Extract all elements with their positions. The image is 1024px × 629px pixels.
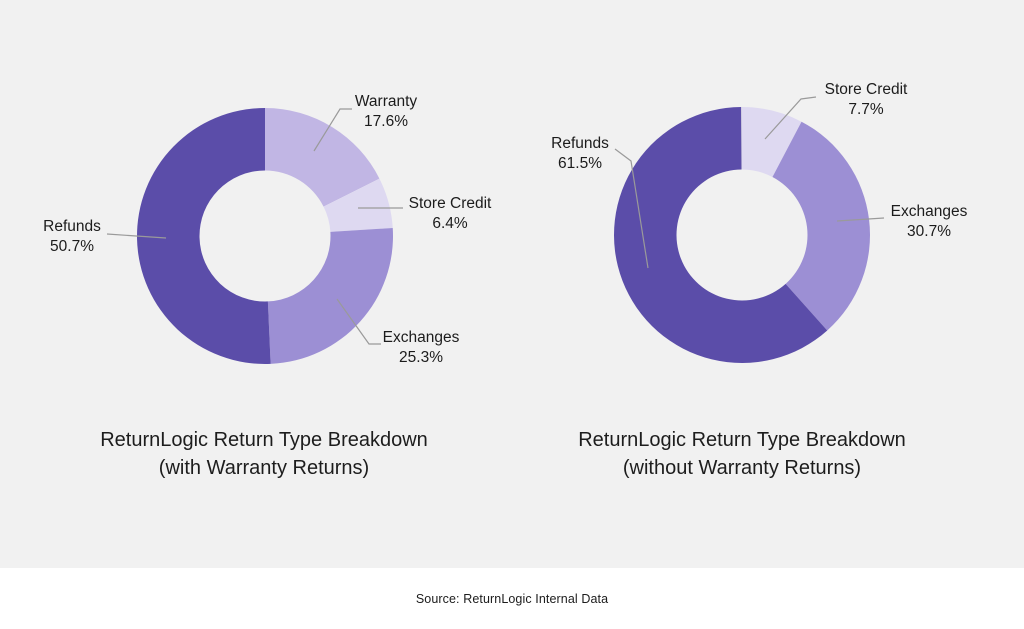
slice-label-pct: 25.3% [399,349,443,366]
slice-label-name: Refunds [43,218,101,235]
slice-label-exchanges-left: Exchanges 25.3% [383,328,460,368]
slice-label-name: Refunds [551,135,609,152]
slice-label-name: Store Credit [408,195,492,212]
donut-segment-store-credit [742,107,802,178]
slice-label-pct: 61.5% [558,155,602,172]
leader-line [106,233,167,239]
chart-title-right: ReturnLogic Return Type Breakdown (witho… [578,426,906,482]
slice-label-refunds-right: Refunds 61.5% [551,134,609,174]
slice-label-pct: 7.7% [848,101,884,118]
leader-line [836,217,885,222]
slice-label-pct: 17.6% [364,113,408,130]
donut-charts-svg [106,96,885,364]
slice-label-name: Warranty [354,93,418,110]
footer-strip: Source: ReturnLogic Internal Data [0,568,1024,629]
slice-label-name: Exchanges [890,203,968,220]
slice-label-refunds-left: Refunds 50.7% [43,217,101,257]
donut-segment-refunds [137,108,271,364]
slice-label-store-credit-right: Store Credit 7.7% [825,80,908,120]
leader-line [313,108,352,152]
donut-segment-warranty [265,108,380,207]
slice-label-pct: 30.7% [907,223,951,240]
chart-title-line1: ReturnLogic Return Type Breakdown [100,429,428,451]
donut-segment-exchanges [772,121,870,331]
chart-title-line2: (without Warranty Returns) [622,457,862,479]
leader-line [764,96,817,140]
donut-segment-refunds [614,107,828,363]
leader-line [614,148,649,269]
slice-label-pct: 50.7% [50,238,94,255]
leader-line [336,298,381,345]
donut-segment-exchanges [267,227,394,364]
slice-label-store-credit-left: Store Credit 6.4% [409,194,492,234]
slice-label-exchanges-right: Exchanges 30.7% [891,202,968,242]
slice-label-pct: 6.4% [432,215,468,232]
source-text: Source: ReturnLogic Internal Data [415,591,609,606]
donut-segment-store-credit [323,178,393,232]
slice-label-warranty-left: Warranty 17.6% [355,92,417,132]
slice-label-name: Exchanges [382,329,460,346]
chart-title-left: ReturnLogic Return Type Breakdown (with … [100,426,428,482]
chart-title-line2: (with Warranty Returns) [158,457,370,479]
chart-title-line1: ReturnLogic Return Type Breakdown [578,429,906,451]
slice-label-name: Store Credit [824,81,908,98]
